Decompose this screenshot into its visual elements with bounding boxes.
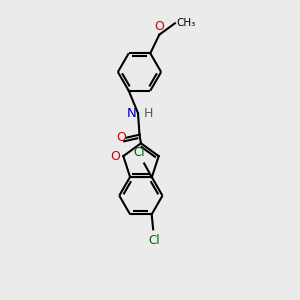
Text: O: O: [110, 150, 120, 163]
Text: N: N: [127, 106, 136, 120]
Text: H: H: [143, 106, 153, 120]
Text: CH₃: CH₃: [176, 18, 196, 28]
Text: O: O: [116, 131, 126, 144]
Text: Cl: Cl: [149, 234, 161, 247]
Text: O: O: [154, 20, 164, 33]
Text: Cl: Cl: [134, 146, 146, 159]
